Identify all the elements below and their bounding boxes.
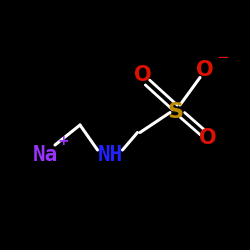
Text: O: O	[134, 65, 151, 85]
Text: Na: Na	[32, 145, 58, 165]
Text: O: O	[199, 128, 216, 148]
Text: S: S	[167, 102, 183, 122]
Text: +: +	[58, 134, 70, 148]
Text: NH: NH	[98, 145, 122, 165]
Text: −: −	[216, 50, 229, 65]
Text: O: O	[196, 60, 214, 80]
